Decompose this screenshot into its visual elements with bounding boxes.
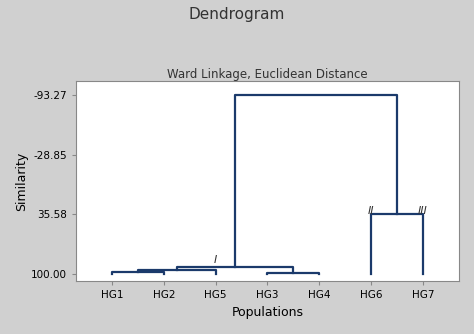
Title: Ward Linkage, Euclidean Distance: Ward Linkage, Euclidean Distance — [167, 68, 368, 81]
X-axis label: Populations: Populations — [231, 306, 303, 319]
Text: I: I — [214, 255, 217, 265]
Y-axis label: Similarity: Similarity — [15, 152, 28, 211]
Text: Dendrogram: Dendrogram — [189, 7, 285, 22]
Text: II: II — [368, 206, 374, 216]
Text: III: III — [418, 206, 428, 216]
